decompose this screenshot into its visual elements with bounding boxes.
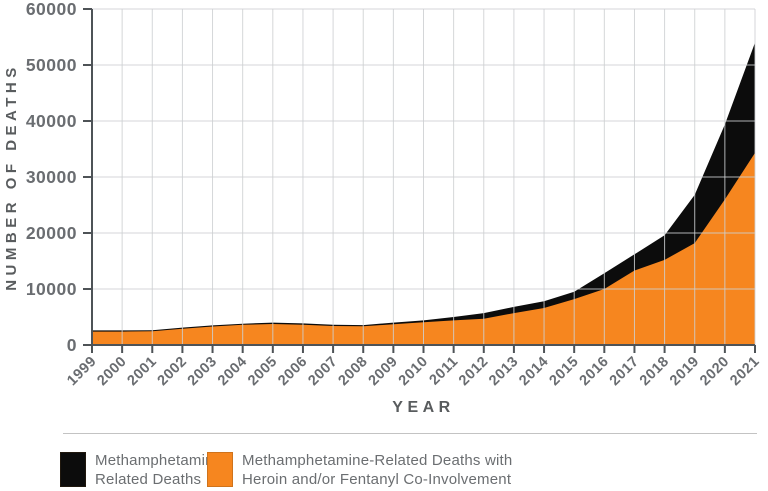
y-tick-label: 50000 [26,55,77,75]
area-series-1 [92,152,755,345]
legend-divider [63,433,757,434]
chart-canvas: 0100002000030000400005000060000199920002… [3,0,763,416]
x-tick-label: 2000 [94,354,130,390]
x-tick-label: 2006 [275,354,311,390]
y-axis-title: NUMBER OF DEATHS [3,63,20,291]
legend-item-meth-deaths: Methamphetamine Related Deaths [60,452,222,489]
x-tick-label: 2003 [185,354,221,390]
x-tick-label: 2015 [546,354,582,390]
y-tick-label: 20000 [26,223,77,243]
legend: Methamphetamine Related Deaths Methamphe… [0,430,768,491]
x-axis-title: YEAR [392,399,454,416]
legend-label-co-involvement: Methamphetamine-Related Deaths with Hero… [242,452,512,489]
y-tick-label: 40000 [26,111,77,131]
y-tick-label: 0 [67,335,77,355]
legend-label-meth-deaths: Methamphetamine Related Deaths [95,452,222,489]
legend-swatch-orange [207,452,233,487]
x-tick-label: 2020 [697,354,733,390]
x-tick-label: 2013 [486,354,522,390]
x-tick-label: 2009 [366,354,402,390]
x-tick-label: 2005 [245,354,281,390]
legend-label-line1: Methamphetamine [95,452,223,469]
x-tick-label: 2002 [155,354,191,390]
legend-swatch-black [60,452,86,487]
x-tick-label: 2012 [456,354,492,390]
x-tick-label: 2018 [637,354,673,390]
x-tick-label: 2004 [215,354,251,390]
y-tick-label: 60000 [26,0,77,19]
x-tick-label: 2008 [336,354,372,390]
x-tick-label: 2007 [305,354,341,390]
legend-label-line2: Heroin and/or Fentanyl Co-Involvement [242,470,512,488]
x-tick-label: 1999 [64,354,100,390]
x-tick-label: 2019 [667,354,703,390]
area-chart: 0 10000 20000 30000 40000 50000 60000 1999 2000 2… [3,0,763,416]
legend-label-line1: Methamphetamine-Related Deaths with [242,452,513,469]
x-tick-label: 2010 [396,354,432,390]
y-tick-label: 10000 [26,279,77,299]
x-tick-label: 2014 [516,354,552,390]
x-tick-label: 2016 [577,354,613,390]
legend-item-co-involvement: Methamphetamine-Related Deaths with Hero… [207,452,512,489]
y-tick-label: 30000 [26,167,77,187]
x-tick-label: 2017 [607,354,643,390]
x-tick-label: 2011 [426,354,461,389]
x-tick-label: 2001 [125,354,161,390]
x-tick-label: 2021 [727,354,763,390]
legend-label-line2: Related Deaths [95,470,202,488]
